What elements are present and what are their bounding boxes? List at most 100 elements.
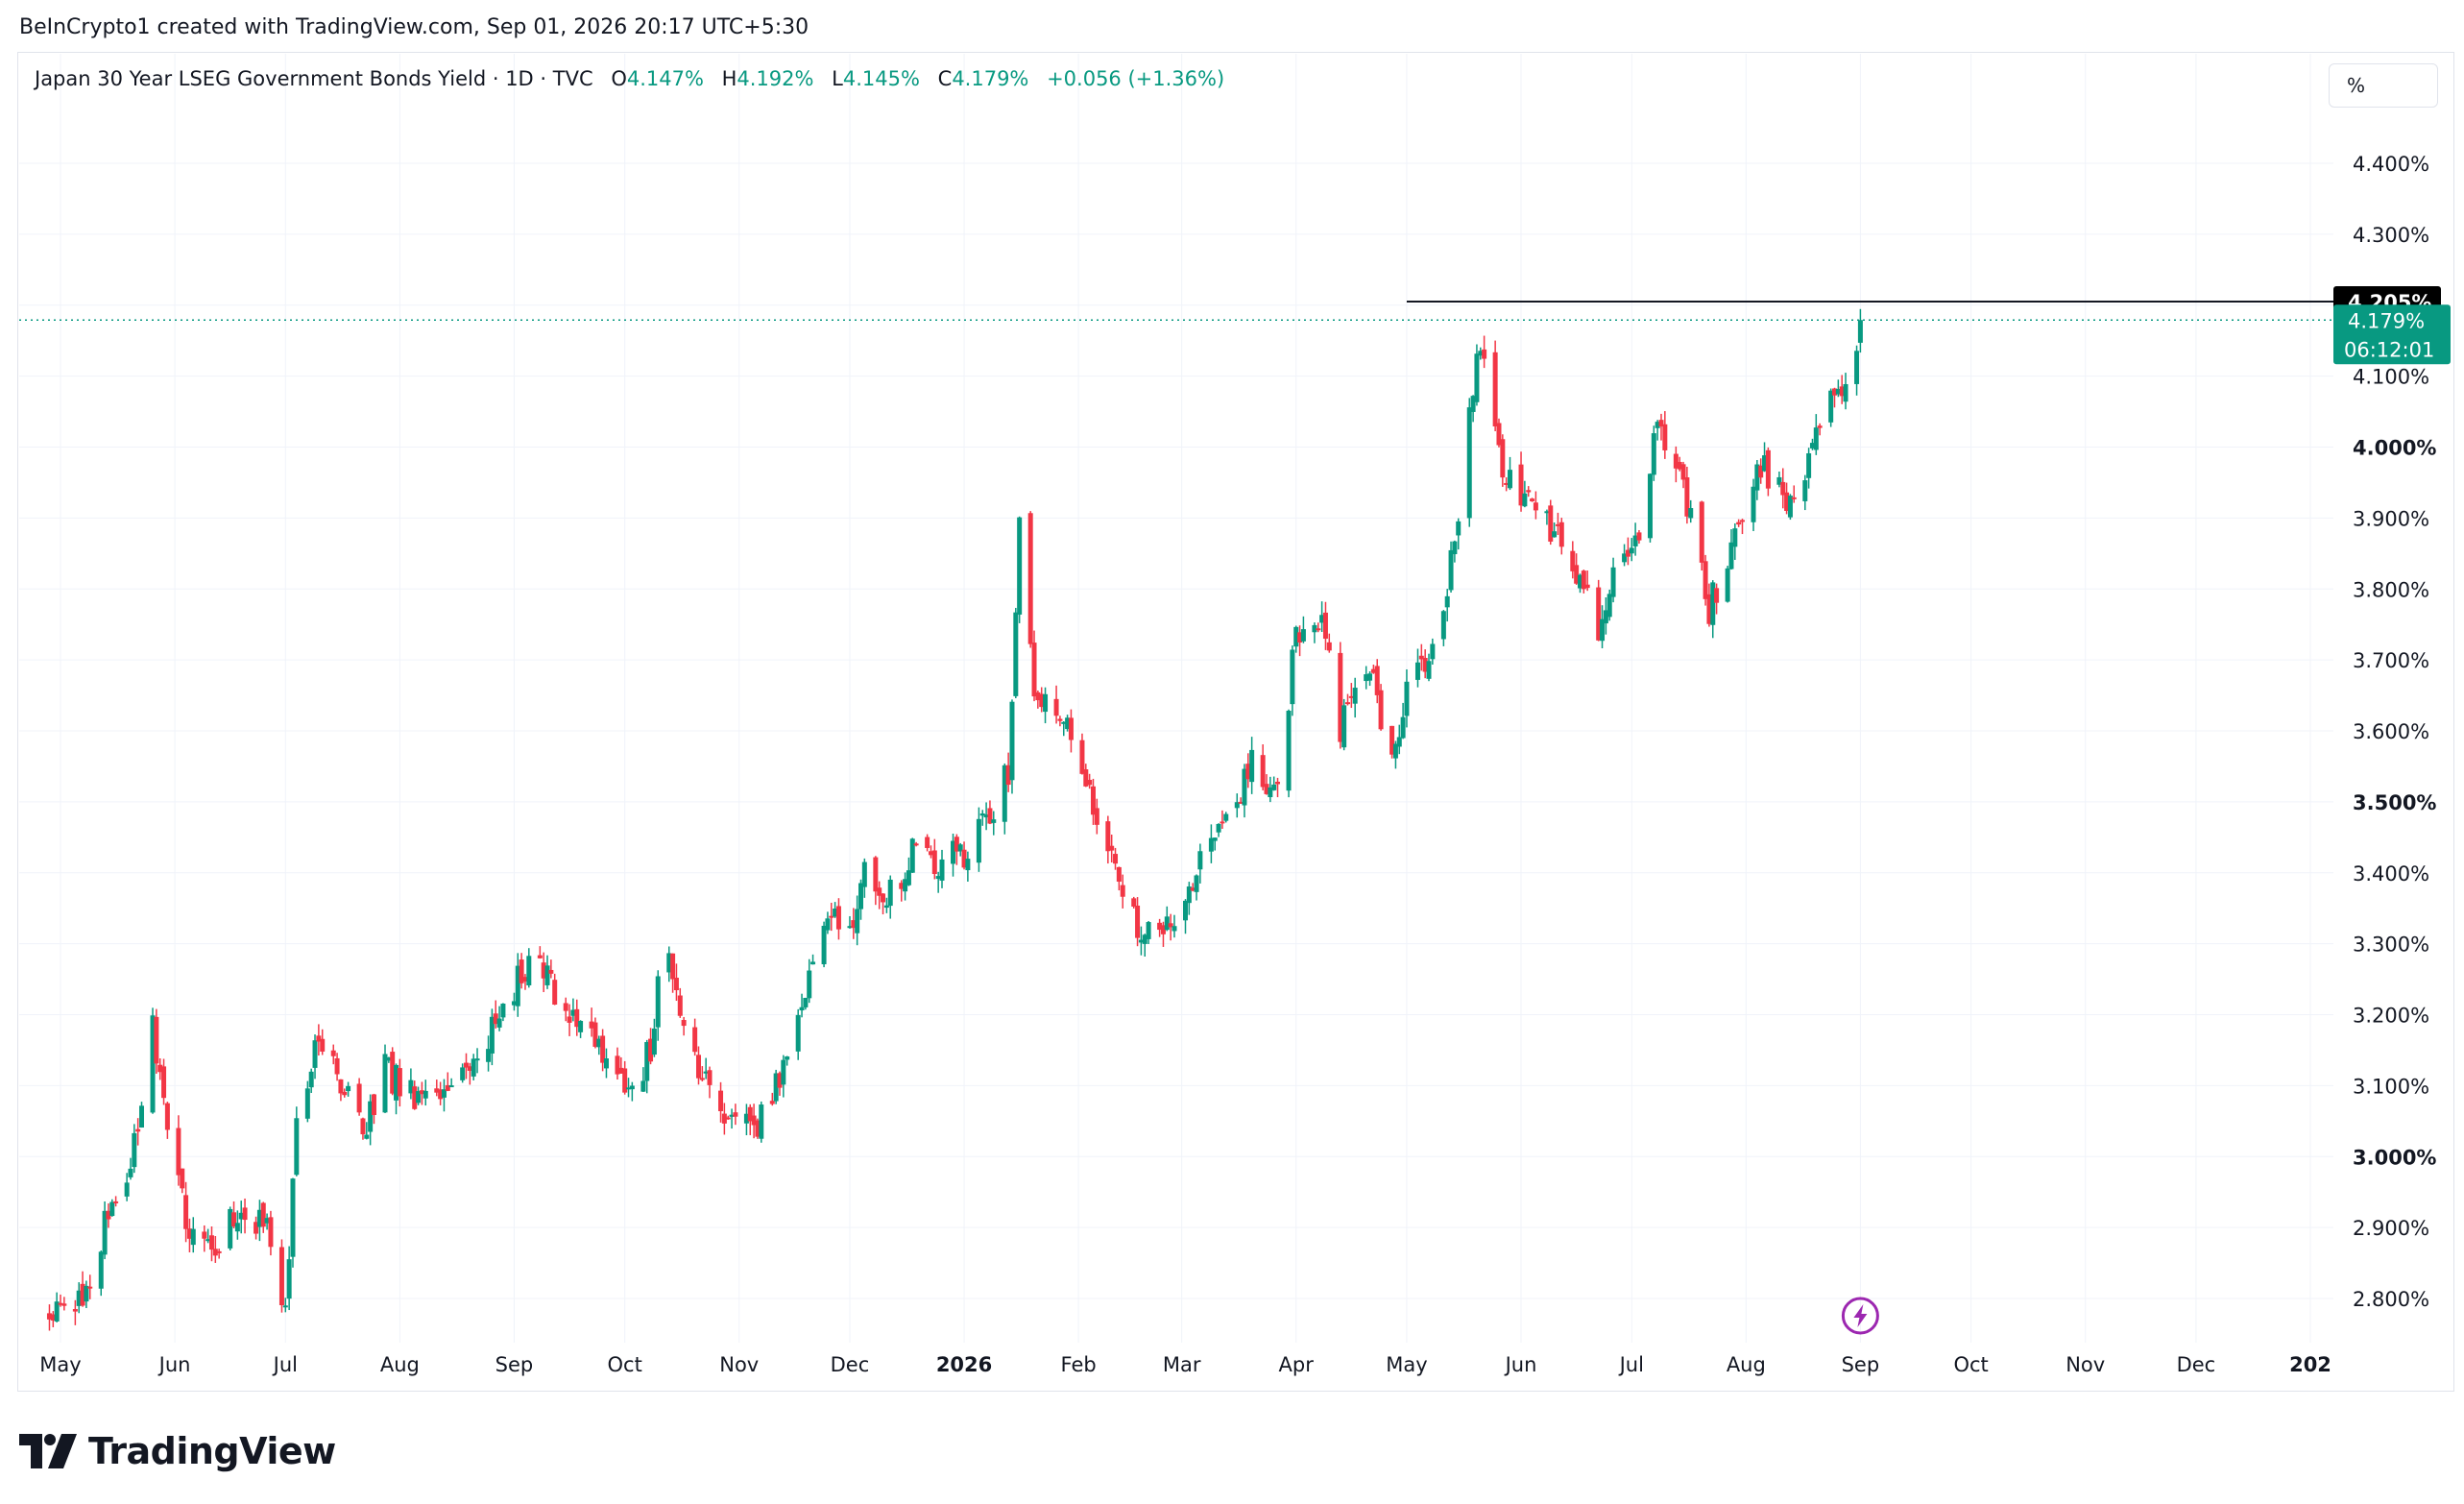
candle-body — [54, 1301, 60, 1322]
low-value: 4.145% — [842, 67, 920, 90]
candle-body — [596, 1038, 602, 1048]
candle-body — [394, 1064, 399, 1101]
candle-body — [1138, 939, 1144, 943]
candle-body — [1183, 900, 1188, 921]
candle-body — [1135, 905, 1141, 938]
candle-body — [1035, 691, 1041, 701]
x-tick-label: Apr — [1279, 1353, 1315, 1376]
candle-body — [1242, 768, 1247, 806]
candle-body — [1839, 386, 1845, 397]
candle-body — [1581, 570, 1586, 590]
candle-body — [673, 978, 679, 990]
candle-body — [1662, 424, 1668, 450]
candle-body — [873, 857, 879, 892]
candle-body — [851, 920, 857, 929]
candle-body — [1367, 673, 1373, 681]
candle-body — [412, 1086, 418, 1109]
candle-body — [308, 1071, 314, 1088]
candle-body — [1348, 695, 1354, 698]
candle-body — [570, 1009, 576, 1016]
unit-selector[interactable]: % — [2329, 63, 2438, 108]
candle-body — [330, 1050, 336, 1056]
candle-body — [1404, 681, 1410, 716]
candle-body — [519, 959, 524, 983]
candle-body — [1027, 513, 1033, 644]
overlays — [19, 301, 2333, 322]
candle-body — [622, 1068, 628, 1093]
price-chart[interactable]: 2.800% 2.900% 3.000% 3.100% 3.200% 3.300% 3.40… — [0, 0, 2464, 1393]
candle-body — [493, 1013, 498, 1025]
candle-body — [759, 1104, 764, 1139]
candle-body — [1629, 547, 1634, 554]
candle-body — [423, 1090, 428, 1099]
candle-body — [1326, 642, 1332, 651]
candle-body — [1105, 821, 1111, 852]
high-label: H — [721, 67, 737, 90]
candle-body — [312, 1040, 318, 1068]
candle-body — [1116, 866, 1122, 882]
candle-body — [855, 909, 860, 934]
candle-body — [651, 1028, 657, 1055]
candle-body — [861, 861, 867, 887]
x-tick-label: May — [1386, 1353, 1427, 1376]
candle-body — [1596, 587, 1602, 641]
candle-body — [1194, 875, 1199, 892]
candles — [46, 308, 1863, 1331]
y-tick-label: 2.900% — [2353, 1217, 2429, 1240]
candle-body — [72, 1309, 78, 1312]
candle-body — [1600, 619, 1606, 642]
candle-body — [803, 997, 809, 1007]
candle-body — [707, 1070, 713, 1085]
candle-body — [1113, 854, 1119, 864]
candle-body — [242, 1207, 248, 1221]
candle-body — [957, 844, 963, 852]
candle-body — [1186, 886, 1192, 904]
candle-body — [1208, 837, 1214, 852]
low-label: L — [832, 67, 843, 90]
candle-body — [615, 1055, 620, 1075]
candle-body — [1843, 383, 1848, 402]
candle-body — [346, 1085, 351, 1092]
x-tick-label: May — [39, 1353, 81, 1376]
candle-body — [1374, 666, 1380, 695]
candle-body — [729, 1114, 735, 1117]
candle-body — [1817, 425, 1823, 428]
candle-body — [810, 961, 816, 965]
candle-body — [1574, 565, 1580, 584]
candle-body — [80, 1283, 85, 1306]
candle-body — [881, 893, 886, 903]
candle-body — [190, 1228, 196, 1246]
candle-body — [983, 814, 989, 818]
candle-body — [1426, 661, 1432, 679]
last-price-badge-label: 4.179% — [2348, 309, 2425, 332]
candle-body — [1577, 574, 1582, 589]
candle-body — [1466, 407, 1472, 519]
lightning-icon[interactable] — [1841, 1297, 1879, 1335]
candle-body — [228, 1208, 233, 1249]
time-axis[interactable]: May Jun Jul Aug Sep Oct Nov Dec 2026 Feb Mar Apr May… — [39, 1353, 2331, 1376]
candle-body — [773, 1073, 779, 1102]
candle-body — [935, 876, 941, 880]
candle-body — [1009, 701, 1015, 781]
tradingview-logo[interactable]: TradingView — [19, 1429, 336, 1473]
candle-body — [1758, 465, 1764, 478]
candle-body — [1710, 582, 1716, 625]
candle-body — [1068, 717, 1074, 740]
candle-body — [769, 1101, 775, 1104]
y-tick-label: 4.000% — [2353, 437, 2436, 460]
symbol-legend: Japan 30 Year LSEG Government Bonds Yiel… — [35, 67, 1224, 90]
candle-body — [777, 1073, 783, 1088]
candle-body — [931, 850, 937, 875]
candle-body — [1322, 612, 1328, 640]
candle-body — [1271, 784, 1277, 790]
candle-body — [390, 1052, 396, 1094]
candle-body — [626, 1087, 632, 1090]
symbol-title[interactable]: Japan 30 Year LSEG Government Bonds Yiel… — [35, 67, 593, 90]
candle-body — [256, 1209, 262, 1227]
candle-body — [1109, 845, 1115, 851]
candle-body — [474, 1058, 480, 1061]
x-tick-label: Jul — [272, 1353, 298, 1376]
candle-body — [692, 1027, 698, 1053]
candle-body — [909, 838, 915, 873]
y-tick-label: 3.100% — [2353, 1075, 2429, 1098]
